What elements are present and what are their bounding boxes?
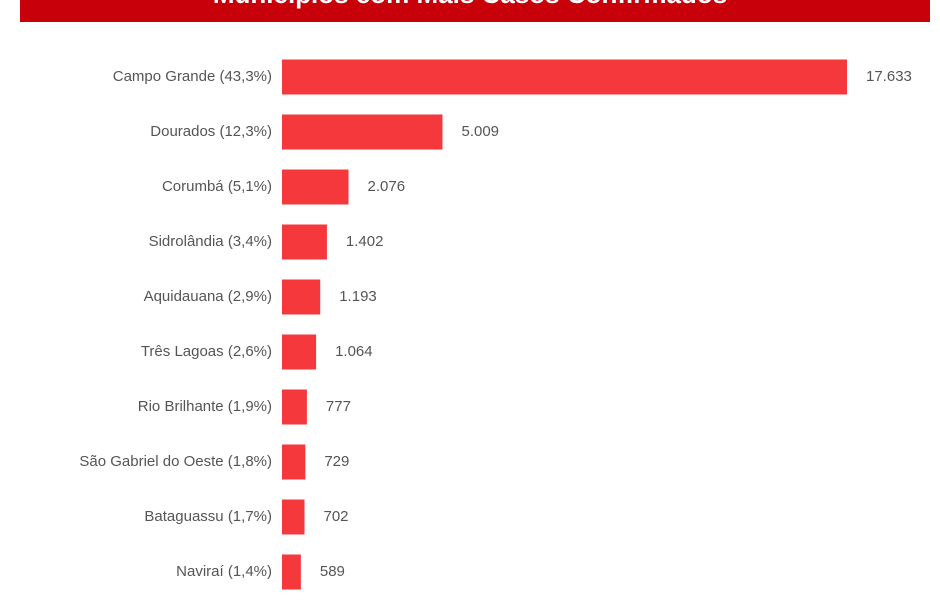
category-label: Três Lagoas (2,6%) — [141, 343, 272, 360]
value-label: 2.076 — [368, 178, 406, 195]
value-label: 5.009 — [461, 123, 499, 140]
value-label: 1.193 — [339, 288, 377, 305]
bar — [282, 499, 305, 535]
bar — [282, 224, 327, 260]
value-label: 1.064 — [335, 343, 373, 360]
category-label: Aquidauana (2,9%) — [144, 288, 272, 305]
value-label: 17.633 — [866, 68, 912, 85]
category-label: Naviraí (1,4%) — [176, 563, 272, 580]
category-label: Bataguassu (1,7%) — [144, 508, 272, 525]
value-label: 589 — [320, 563, 345, 580]
category-label: Dourados (12,3%) — [150, 123, 272, 140]
bar — [282, 554, 301, 590]
title-bar — [20, 0, 930, 22]
bar — [282, 59, 847, 95]
bar — [282, 444, 306, 480]
bar — [282, 279, 321, 315]
category-label: São Gabriel do Oeste (1,8%) — [79, 453, 272, 470]
value-label: 729 — [324, 453, 349, 470]
category-label: Sidrolândia (3,4%) — [149, 233, 272, 250]
bar — [282, 114, 443, 150]
category-label: Corumbá (5,1%) — [162, 178, 272, 195]
chart-title: Municípios com Mais Casos Confirmados — [213, 0, 727, 9]
value-label: 702 — [323, 508, 348, 525]
value-label: 777 — [326, 398, 351, 415]
bar — [282, 389, 307, 425]
bar — [282, 334, 317, 370]
value-label: 1.402 — [346, 233, 384, 250]
category-label: Rio Brilhante (1,9%) — [138, 398, 272, 415]
category-label: Campo Grande (43,3%) — [113, 68, 272, 85]
bar — [282, 169, 349, 205]
